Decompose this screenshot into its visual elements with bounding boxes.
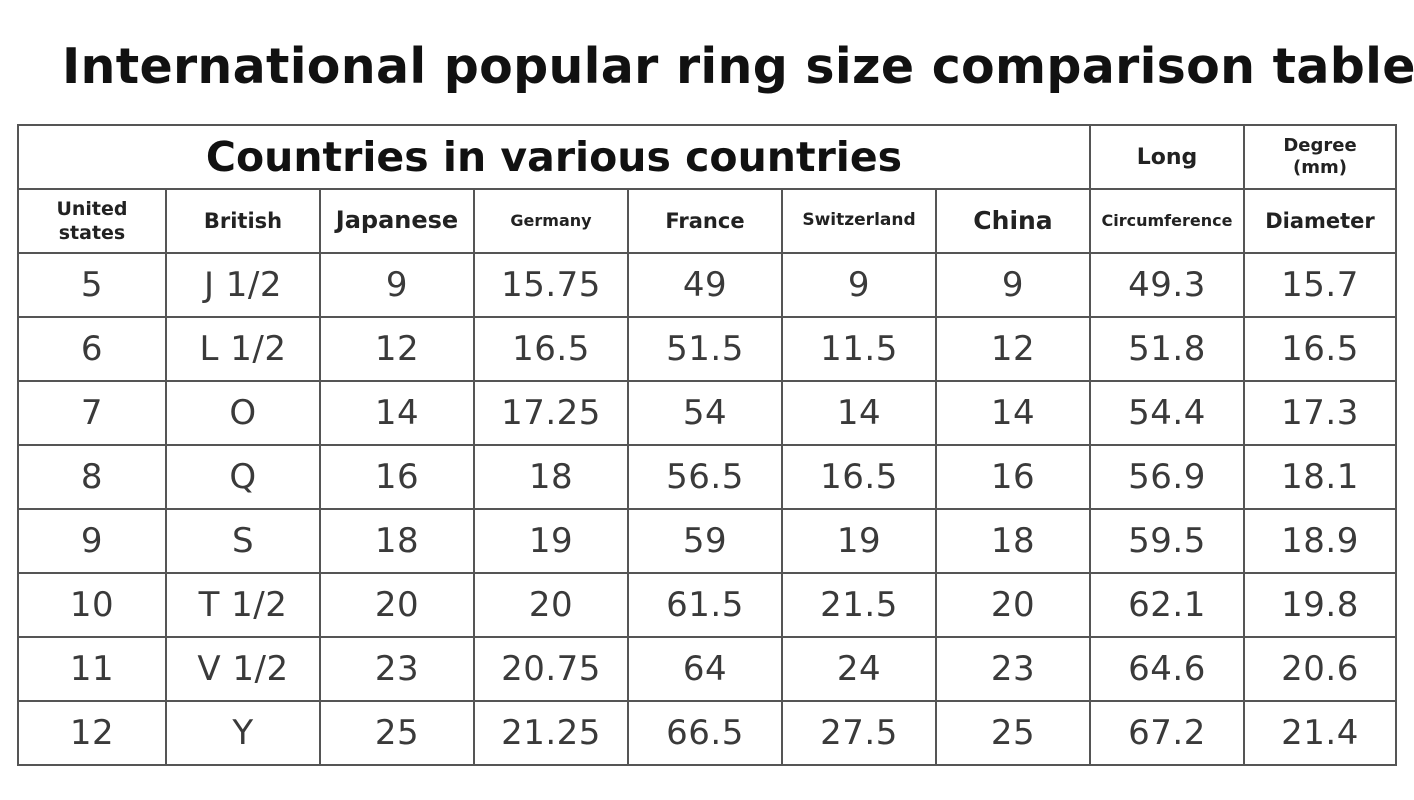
cell-france: 56.5 <box>627 444 783 510</box>
cell-british: V 1/2 <box>165 636 321 702</box>
column-header-germany: Germany <box>473 188 629 254</box>
cell-germany: 21.25 <box>473 700 629 766</box>
cell-switzerland: 9 <box>781 252 937 318</box>
cell-circumference: 67.2 <box>1089 700 1245 766</box>
cell-china: 25 <box>935 700 1091 766</box>
column-header-united-states: United states <box>17 188 167 254</box>
cell-diameter: 20.6 <box>1243 636 1397 702</box>
cell-switzerland: 11.5 <box>781 316 937 382</box>
table-row: 8 Q 16 18 56.5 16.5 16 56.9 18.1 <box>17 444 1397 510</box>
degree-group-header: Degree (mm) <box>1243 124 1397 190</box>
table-row: 9 S 18 19 59 19 18 59.5 18.9 <box>17 508 1397 574</box>
cell-british: Y <box>165 700 321 766</box>
cell-united-states: 6 <box>17 316 167 382</box>
table-row: 5 J 1/2 9 15.75 49 9 9 49.3 15.7 <box>17 252 1397 318</box>
table-row: 6 L 1/2 12 16.5 51.5 11.5 12 51.8 16.5 <box>17 316 1397 382</box>
long-group-header: Long <box>1089 124 1245 190</box>
cell-china: 23 <box>935 636 1091 702</box>
column-header-diameter: Diameter <box>1243 188 1397 254</box>
column-header-france: France <box>627 188 783 254</box>
cell-switzerland: 19 <box>781 508 937 574</box>
cell-united-states: 9 <box>17 508 167 574</box>
column-header-british: British <box>165 188 321 254</box>
ring-size-table: Countries in various countries Long Degr… <box>17 124 1397 766</box>
table-row: 10 T 1/2 20 20 61.5 21.5 20 62.1 19.8 <box>17 572 1397 638</box>
cell-japanese: 23 <box>319 636 475 702</box>
cell-diameter: 16.5 <box>1243 316 1397 382</box>
cell-japanese: 20 <box>319 572 475 638</box>
countries-group-header: Countries in various countries <box>17 124 1091 190</box>
cell-germany: 19 <box>473 508 629 574</box>
cell-germany: 20 <box>473 572 629 638</box>
column-header-china: China <box>935 188 1091 254</box>
cell-diameter: 15.7 <box>1243 252 1397 318</box>
cell-germany: 18 <box>473 444 629 510</box>
cell-france: 64 <box>627 636 783 702</box>
cell-united-states: 11 <box>17 636 167 702</box>
cell-united-states: 5 <box>17 252 167 318</box>
cell-france: 54 <box>627 380 783 446</box>
cell-switzerland: 21.5 <box>781 572 937 638</box>
cell-china: 14 <box>935 380 1091 446</box>
cell-france: 66.5 <box>627 700 783 766</box>
cell-circumference: 56.9 <box>1089 444 1245 510</box>
cell-japanese: 16 <box>319 444 475 510</box>
cell-diameter: 17.3 <box>1243 380 1397 446</box>
cell-france: 61.5 <box>627 572 783 638</box>
cell-circumference: 49.3 <box>1089 252 1245 318</box>
table-row: 12 Y 25 21.25 66.5 27.5 25 67.2 21.4 <box>17 700 1397 766</box>
group-header-row: Countries in various countries Long Degr… <box>17 124 1397 190</box>
cell-diameter: 18.1 <box>1243 444 1397 510</box>
cell-china: 16 <box>935 444 1091 510</box>
cell-british: Q <box>165 444 321 510</box>
cell-germany: 20.75 <box>473 636 629 702</box>
cell-germany: 16.5 <box>473 316 629 382</box>
cell-china: 20 <box>935 572 1091 638</box>
cell-japanese: 12 <box>319 316 475 382</box>
cell-france: 59 <box>627 508 783 574</box>
column-header-circumference: Circumference <box>1089 188 1245 254</box>
cell-united-states: 8 <box>17 444 167 510</box>
cell-japanese: 14 <box>319 380 475 446</box>
cell-germany: 15.75 <box>473 252 629 318</box>
cell-japanese: 25 <box>319 700 475 766</box>
cell-circumference: 51.8 <box>1089 316 1245 382</box>
cell-diameter: 18.9 <box>1243 508 1397 574</box>
cell-united-states: 10 <box>17 572 167 638</box>
cell-circumference: 62.1 <box>1089 572 1245 638</box>
cell-switzerland: 27.5 <box>781 700 937 766</box>
page-title: International popular ring size comparis… <box>62 38 1414 95</box>
table-row: 11 V 1/2 23 20.75 64 24 23 64.6 20.6 <box>17 636 1397 702</box>
column-header-switzerland: Switzerland <box>781 188 937 254</box>
cell-china: 9 <box>935 252 1091 318</box>
cell-switzerland: 24 <box>781 636 937 702</box>
column-header-japanese: Japanese <box>319 188 475 254</box>
table-row: 7 O 14 17.25 54 14 14 54.4 17.3 <box>17 380 1397 446</box>
cell-switzerland: 16.5 <box>781 444 937 510</box>
cell-british: T 1/2 <box>165 572 321 638</box>
cell-circumference: 59.5 <box>1089 508 1245 574</box>
cell-circumference: 54.4 <box>1089 380 1245 446</box>
cell-france: 51.5 <box>627 316 783 382</box>
cell-circumference: 64.6 <box>1089 636 1245 702</box>
cell-germany: 17.25 <box>473 380 629 446</box>
cell-diameter: 19.8 <box>1243 572 1397 638</box>
cell-united-states: 7 <box>17 380 167 446</box>
cell-france: 49 <box>627 252 783 318</box>
cell-china: 18 <box>935 508 1091 574</box>
cell-switzerland: 14 <box>781 380 937 446</box>
cell-china: 12 <box>935 316 1091 382</box>
cell-united-states: 12 <box>17 700 167 766</box>
cell-british: L 1/2 <box>165 316 321 382</box>
cell-japanese: 9 <box>319 252 475 318</box>
cell-japanese: 18 <box>319 508 475 574</box>
cell-diameter: 21.4 <box>1243 700 1397 766</box>
column-header-row: United states British Japanese Germany F… <box>17 188 1397 254</box>
cell-british: O <box>165 380 321 446</box>
cell-british: S <box>165 508 321 574</box>
cell-british: J 1/2 <box>165 252 321 318</box>
